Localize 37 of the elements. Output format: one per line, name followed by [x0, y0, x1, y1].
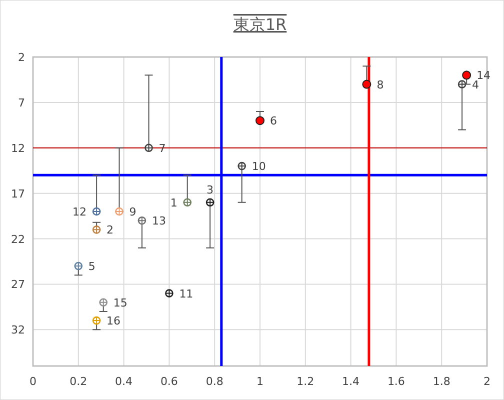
x-tick-label: 0.4 [115, 375, 133, 388]
y-tick-label: 22 [11, 232, 25, 246]
x-tick-label: 0 [30, 375, 36, 388]
annotation: 15 [113, 296, 128, 310]
chart-title: 東京1R [233, 15, 287, 34]
annotation: 10 [252, 160, 266, 174]
point [256, 116, 264, 126]
y-tick-label: 2 [18, 51, 25, 64]
annotation: 4 [472, 78, 480, 92]
annotation: 1 [170, 196, 178, 210]
annotation: 12 [72, 206, 87, 218]
x-tick-label: 2 [484, 375, 490, 388]
y-tick-label: 7 [18, 96, 25, 110]
annotation: 11 [179, 287, 194, 300]
x-tick-label: 1.4 [342, 375, 360, 388]
y-tick-label: 17 [11, 187, 25, 200]
x-tick-label: 1.6 [387, 375, 405, 388]
annotation: 16 [106, 314, 121, 328]
annotation: 3 [206, 183, 214, 196]
y-tick-label: 27 [11, 278, 25, 292]
point [462, 70, 472, 80]
y-tick-label: 32 [11, 324, 25, 337]
annotation: 2 [106, 224, 114, 237]
point [362, 80, 372, 89]
annotation: 14 [476, 69, 491, 82]
annotation: 9 [129, 206, 136, 218]
annotation: 8 [376, 78, 384, 92]
x-tick-label: 0.6 [160, 375, 178, 388]
x-tick-label: 0.8 [206, 375, 224, 388]
y-tick-label: 12 [11, 142, 25, 155]
annotation: 6 [270, 114, 277, 128]
x-tick-label: 1.8 [432, 375, 450, 388]
x-tick-label: 1.2 [296, 375, 314, 388]
x-tick-label: 0.2 [70, 375, 88, 388]
annotation: 13 [152, 214, 166, 228]
x-tick-label: 1 [256, 375, 264, 388]
annotation: 5 [88, 260, 96, 274]
